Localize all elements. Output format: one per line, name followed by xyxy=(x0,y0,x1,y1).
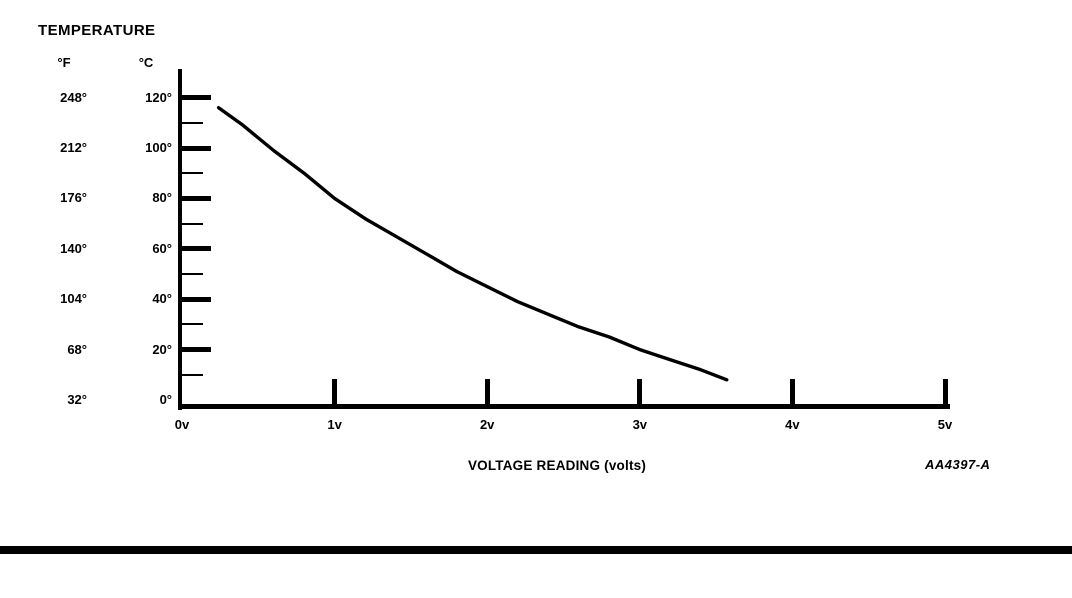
x-axis-label: 5v xyxy=(937,417,953,432)
x-axis-label: 4v xyxy=(785,417,800,432)
y-axis-label-celsius: 100° xyxy=(145,140,172,155)
x-axis-tick xyxy=(942,379,948,405)
y-axis-major-tick xyxy=(182,347,211,353)
y-axis-line xyxy=(178,69,182,410)
y-axis-minor-tick xyxy=(182,323,203,326)
y-axis-label-fahrenheit: 176° xyxy=(60,190,87,206)
y-axis-minor-tick xyxy=(182,121,203,124)
y-axis-major-tick xyxy=(182,296,211,302)
temperature-curve-path xyxy=(216,106,729,382)
y-axis-label-celsius: 40° xyxy=(152,291,172,307)
y-axis-label-celsius: 60° xyxy=(152,240,172,256)
y-axis-label-fahrenheit: 32° xyxy=(67,392,87,407)
y-axis-major-tick xyxy=(182,195,211,201)
y-axis-minor-tick xyxy=(182,373,203,376)
chart-title: TEMPERATURE xyxy=(38,22,156,39)
y-axis-minor-tick xyxy=(182,273,203,275)
y-axis-major-tick xyxy=(182,145,211,151)
y-axis-label-celsius: 80° xyxy=(152,190,172,206)
unit-header-celsius: °C xyxy=(138,55,154,70)
temperature-voltage-chart: TEMPERATURE °F °C 248° 120° 212° 100° 176° 80… xyxy=(38,22,991,473)
x-axis-line xyxy=(178,404,950,409)
y-axis-label-celsius: 0° xyxy=(159,392,172,407)
y-axis-label-celsius: 120° xyxy=(145,89,172,105)
figure-code: AA4397-A xyxy=(925,457,991,472)
y-axis-minor-tick xyxy=(182,172,203,175)
x-axis-tick xyxy=(637,379,643,405)
x-axis-label: 2v xyxy=(479,417,495,432)
x-axis-title: VOLTAGE READING (volts) xyxy=(467,458,647,473)
y-axis-label-fahrenheit: 248° xyxy=(60,89,87,105)
y-axis-label-fahrenheit: 212° xyxy=(60,140,87,155)
y-axis-major-tick xyxy=(182,95,211,101)
y-axis-minor-tick xyxy=(182,222,203,225)
y-axis-label-fahrenheit: 68° xyxy=(67,341,87,357)
x-axis-tick xyxy=(484,379,490,405)
unit-header-fahrenheit: °F xyxy=(57,55,71,70)
x-axis-label: 0v xyxy=(174,417,190,432)
x-axis-tick xyxy=(332,379,338,405)
x-axis-label: 3v xyxy=(632,417,648,432)
x-axis-label: 1v xyxy=(327,417,342,432)
y-axis-major-tick xyxy=(182,246,211,252)
page-divider-rule xyxy=(0,546,1072,554)
y-axis-label-fahrenheit: 140° xyxy=(60,240,87,256)
y-axis-label-celsius: 20° xyxy=(152,341,172,357)
x-axis-tick xyxy=(789,379,795,405)
y-axis-label-fahrenheit: 104° xyxy=(60,291,87,307)
